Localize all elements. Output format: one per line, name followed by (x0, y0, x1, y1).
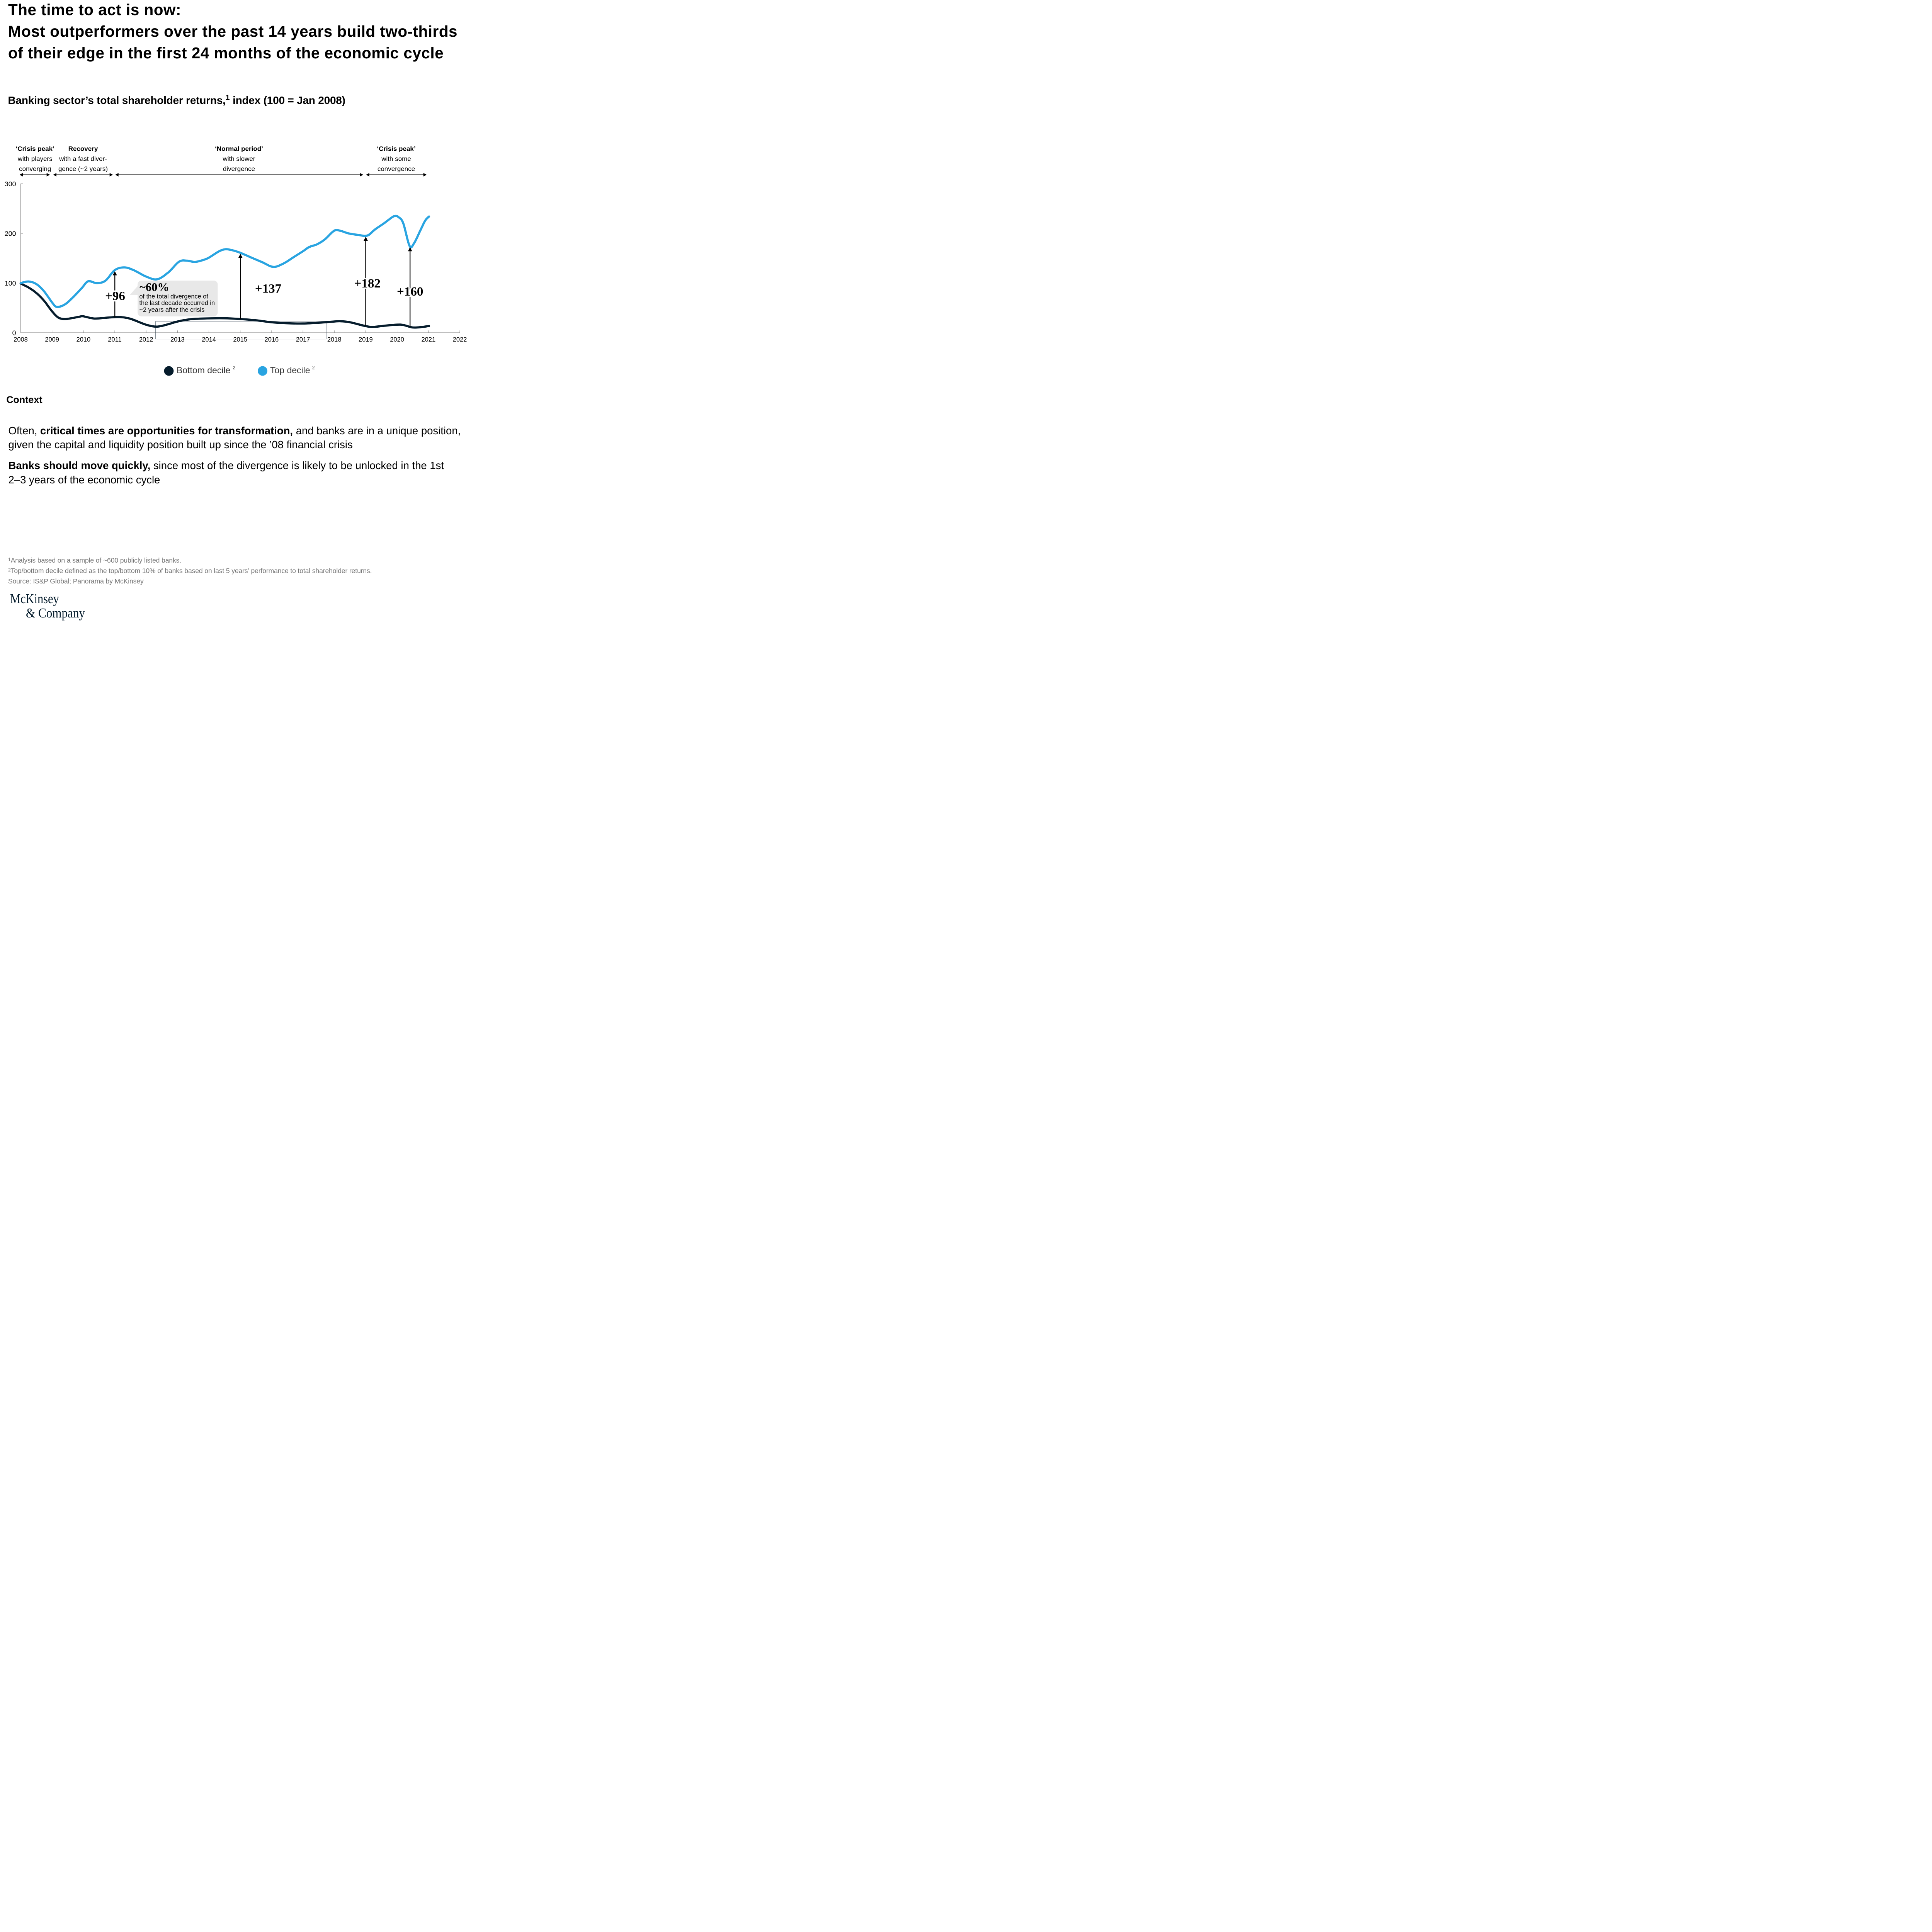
svg-text:300: 300 (5, 180, 16, 188)
svg-text:2014: 2014 (202, 336, 216, 343)
svg-text:2: 2 (312, 366, 315, 371)
svg-text:100: 100 (5, 279, 16, 287)
svg-text:2017: 2017 (296, 336, 310, 343)
svg-text:~2 years after the crisis: ~2 years after the crisis (139, 306, 205, 313)
svg-text:Top decile: Top decile (270, 365, 310, 375)
svg-text:of the total divergence of: of the total divergence of (139, 293, 209, 300)
svg-text:‘Normal period’: ‘Normal period’ (215, 145, 263, 153)
svg-text:Bottom decile: Bottom decile (177, 365, 230, 375)
svg-text:converging: converging (19, 165, 51, 173)
svg-text:2010: 2010 (77, 336, 91, 343)
svg-text:2011: 2011 (108, 336, 121, 343)
svg-text:convergence: convergence (378, 165, 415, 173)
svg-text:with some: with some (381, 155, 411, 163)
svg-text:2008: 2008 (14, 336, 28, 343)
svg-text:2020: 2020 (390, 336, 404, 343)
svg-text:2009: 2009 (45, 336, 59, 343)
svg-text:2: 2 (233, 366, 235, 371)
svg-text:+182: +182 (354, 277, 381, 291)
svg-text:‘Crisis peak’: ‘Crisis peak’ (377, 145, 415, 153)
svg-text:with players: with players (17, 155, 53, 163)
svg-text:+160: +160 (397, 285, 423, 299)
svg-text:2021: 2021 (421, 336, 435, 343)
svg-text:+96: +96 (105, 289, 125, 303)
svg-text:2012: 2012 (139, 336, 153, 343)
svg-text:2019: 2019 (359, 336, 373, 343)
svg-text:with slower: with slower (222, 155, 255, 163)
svg-text:gence (~2 years): gence (~2 years) (58, 165, 108, 173)
svg-text:200: 200 (5, 230, 16, 237)
svg-text:2015: 2015 (233, 336, 247, 343)
svg-text:2018: 2018 (327, 336, 342, 343)
svg-text:~60%: ~60% (139, 281, 169, 294)
svg-text:2022: 2022 (453, 336, 467, 343)
svg-text:‘Crisis peak’: ‘Crisis peak’ (16, 145, 54, 153)
svg-text:divergence: divergence (223, 165, 255, 173)
svg-text:2013: 2013 (170, 336, 185, 343)
svg-text:+137: +137 (255, 282, 281, 296)
svg-text:the last decade occurred in: the last decade occurred in (139, 300, 215, 307)
svg-text:Recovery: Recovery (68, 145, 98, 153)
svg-text:0: 0 (12, 329, 16, 337)
svg-text:with a fast diver-: with a fast diver- (59, 155, 107, 163)
svg-text:2016: 2016 (265, 336, 279, 343)
